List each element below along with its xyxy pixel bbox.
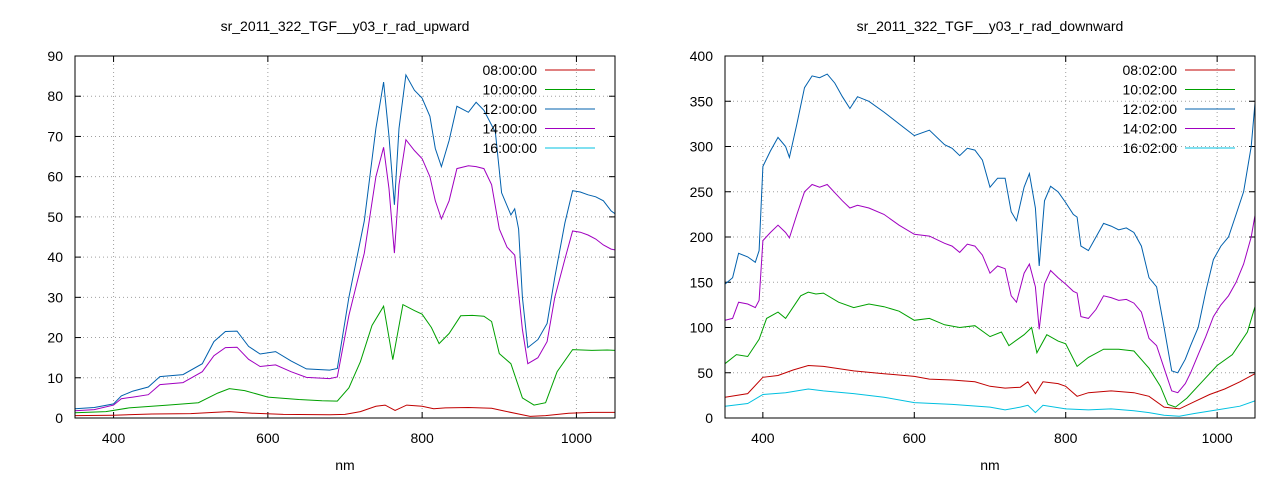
legend-label: 08:02:00 — [1123, 62, 1178, 78]
y-tick-label: 200 — [690, 229, 714, 245]
series-line-12-02-00 — [725, 73, 1255, 374]
y-tick-label: 60 — [47, 169, 63, 185]
y-tick-label: 150 — [690, 274, 714, 290]
series-line-14-02-00 — [725, 183, 1255, 394]
x-tick-label: 1000 — [1202, 430, 1233, 446]
y-tick-label: 0 — [705, 410, 713, 426]
y-tick-label: 90 — [47, 48, 63, 64]
x-tick-label: 600 — [903, 430, 927, 446]
legend-label: 12:00:00 — [483, 101, 538, 117]
series-line-08-02-00 — [725, 364, 1255, 410]
x-tick-label: 400 — [751, 430, 775, 446]
y-tick-label: 400 — [690, 48, 714, 64]
x-axis-label: nm — [335, 457, 354, 473]
y-tick-label: 300 — [690, 139, 714, 155]
y-tick-label: 350 — [690, 93, 714, 109]
x-tick-label: 800 — [410, 430, 434, 446]
y-tick-label: 0 — [55, 410, 63, 426]
y-tick-label: 250 — [690, 184, 714, 200]
x-tick-label: 800 — [1054, 430, 1078, 446]
x-axis-label: nm — [980, 457, 999, 473]
legend-label: 16:02:00 — [1123, 140, 1178, 156]
x-tick-label: 400 — [102, 430, 126, 446]
y-tick-label: 70 — [47, 128, 63, 144]
legend-label: 12:02:00 — [1123, 101, 1178, 117]
legend-label: 08:00:00 — [483, 62, 538, 78]
chart-2: sr_2011_322_TGF__y03_r_rad_downward 400 60… — [690, 18, 1256, 473]
series-line-14-00-00 — [75, 138, 615, 412]
x-tick-label: 600 — [256, 430, 280, 446]
series-line-12-00-00 — [75, 73, 615, 410]
y-tick-label: 50 — [697, 365, 713, 381]
series-line-16-02-00 — [725, 388, 1255, 417]
legend-label: 14:00:00 — [483, 121, 538, 137]
y-tick-label: 40 — [47, 249, 63, 265]
chart-title: sr_2011_322_TGF__y03_r_rad_downward — [857, 18, 1124, 34]
legend-label: 10:02:00 — [1123, 82, 1178, 98]
series-line-10-02-00 — [725, 291, 1255, 408]
chart-title: sr_2011_322_TGF__y03_r_rad_upward — [221, 18, 470, 34]
x-tick-label: 1000 — [561, 430, 592, 446]
y-tick-label: 50 — [47, 209, 63, 225]
legend-label: 10:00:00 — [483, 82, 538, 98]
y-tick-label: 100 — [690, 320, 714, 336]
y-tick-label: 30 — [47, 289, 63, 305]
series-line-10-00-00 — [75, 303, 615, 414]
plot-frame — [724, 55, 1256, 419]
legend-label: 16:00:00 — [483, 140, 538, 156]
y-tick-label: 10 — [47, 370, 63, 386]
legend-label: 14:02:00 — [1123, 121, 1178, 137]
y-tick-label: 20 — [47, 330, 63, 346]
series-line-08-00-00 — [75, 404, 615, 417]
y-tick-label: 80 — [47, 88, 63, 104]
plot-frame — [74, 55, 616, 419]
